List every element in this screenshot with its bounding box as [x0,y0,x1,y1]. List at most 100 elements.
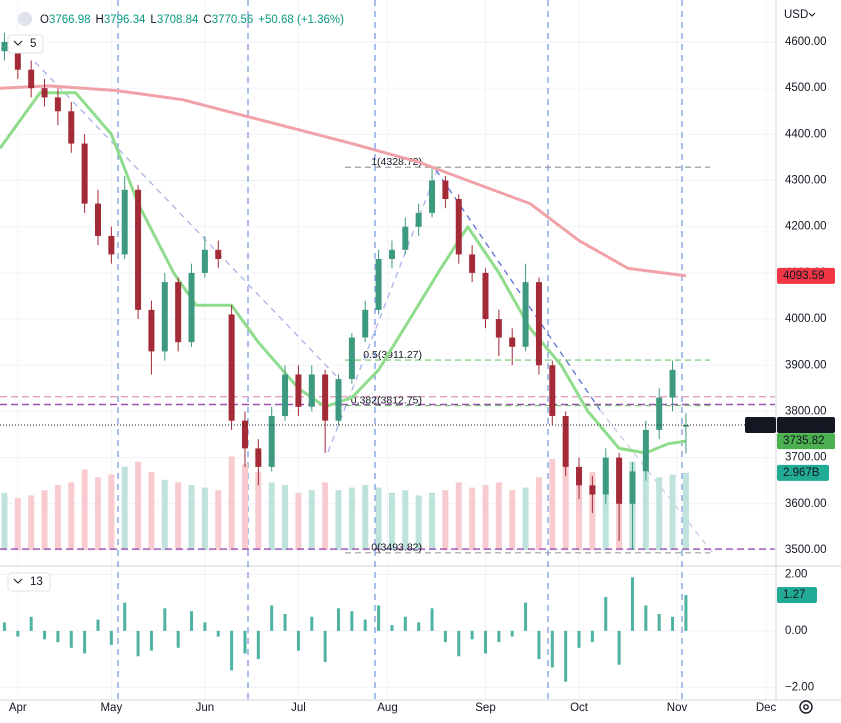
gear-center[interactable] [803,704,809,710]
gear[interactable] [799,700,813,714]
header-label: O [40,14,49,26]
candle-body [282,374,289,417]
y-tick-label: 4000.00 [785,313,827,325]
volume-bar [602,472,609,550]
volume-bar [308,490,315,550]
y-tick-label: 3800.00 [785,405,827,417]
candle-body [348,337,355,380]
indicator-bar [270,605,274,631]
volume-bar [429,492,436,550]
indicator-bar [2,622,6,631]
indicator-bar [230,630,234,671]
candle-body [562,416,569,467]
candle-body [429,180,436,213]
legend-box[interactable] [7,572,51,592]
y-tick-label: 3900.00 [785,359,827,371]
indicator-bar [510,630,514,637]
y2-tick-label: 2.00 [785,568,807,580]
x-tick-label: Nov [667,702,688,714]
indicator-legend[interactable]: 13 [7,572,51,592]
x-tick-label: Oct [570,702,589,714]
ma-length: 5 [30,38,36,50]
volume-bar [121,466,128,550]
volume-tag-label: 2.967B [783,467,820,479]
candle-body [148,309,155,352]
indicator-bar [83,630,87,654]
indicator-bar [323,630,327,662]
indicator-tag-label: 1.27 [783,589,805,601]
volume-bar [255,472,262,550]
volume-bar [495,482,502,550]
price-tag-label: 3735.82 [783,435,825,447]
volume-bar [388,492,395,550]
candle-body [535,282,542,366]
candle-body [509,337,516,347]
indicator-bar [644,605,648,631]
candle-body [295,374,302,407]
volume-bar [656,477,663,550]
candle-body [602,457,609,495]
ma-legend[interactable]: 5 [7,34,44,54]
indicator-bar [283,613,287,631]
indicator-bar [109,630,113,645]
indicator-bar [457,630,461,657]
volume-bar [54,485,61,550]
candle-body [415,212,422,227]
candle-body [121,189,128,255]
candle-body [94,203,101,236]
currency-dropdown[interactable] [808,12,816,17]
candle-body [469,254,476,273]
symbol-tag [745,417,776,434]
collapse-icon[interactable] [13,578,23,584]
indicator-bar [657,613,661,631]
volume-bar [348,487,355,550]
fib-label: 0.382(3812.75) [351,394,422,406]
y2-tick-label: −2.00 [785,681,814,693]
indicator-bar [671,616,675,631]
indicator-bar [564,630,568,682]
candle-body [442,180,449,199]
indicator-bar [163,608,167,631]
header-label: C [203,14,211,26]
collapse-icon[interactable] [13,40,23,46]
settings-icon[interactable] [799,700,813,714]
indicator-bar [136,630,140,657]
indicator-bar [390,625,394,631]
indicator-bar [617,630,621,665]
y-tick-label: 4400.00 [785,128,827,140]
volume-bar [161,479,168,550]
indicator-bar [190,611,194,631]
x-tick-label: Aug [377,702,397,714]
candle-body [14,41,21,70]
indicator-bar [377,605,381,631]
candle-body [335,379,342,421]
x-tick-label: Jul [291,702,306,714]
indicator-bar [296,630,300,651]
symbol-icon [18,12,32,26]
indicator-length: 13 [30,576,43,588]
volume-bar [576,469,583,550]
candle-body [255,448,262,467]
legend-box[interactable] [7,34,44,54]
currency[interactable]: USD [784,9,808,21]
candle-body [41,88,48,98]
indicator-bar [310,616,314,631]
moving-average [0,84,687,278]
volume-bar [509,490,516,550]
candle-body [228,314,235,421]
candle-body [161,282,168,352]
volume-bar [642,472,649,550]
indicator-tag [777,587,817,604]
indicator-bar [350,611,354,631]
volume-bar [362,485,369,550]
candle-body [135,189,142,310]
candle-body [108,235,115,255]
volume-bar [41,490,48,550]
indicator-bar [577,630,581,648]
indicator-bar [470,630,474,640]
volume-bar [669,474,676,550]
x-tick-label: Apr [9,702,27,714]
header-label: L [150,14,157,26]
price-tag [777,433,835,450]
y-tick-label: 4300.00 [785,175,827,187]
